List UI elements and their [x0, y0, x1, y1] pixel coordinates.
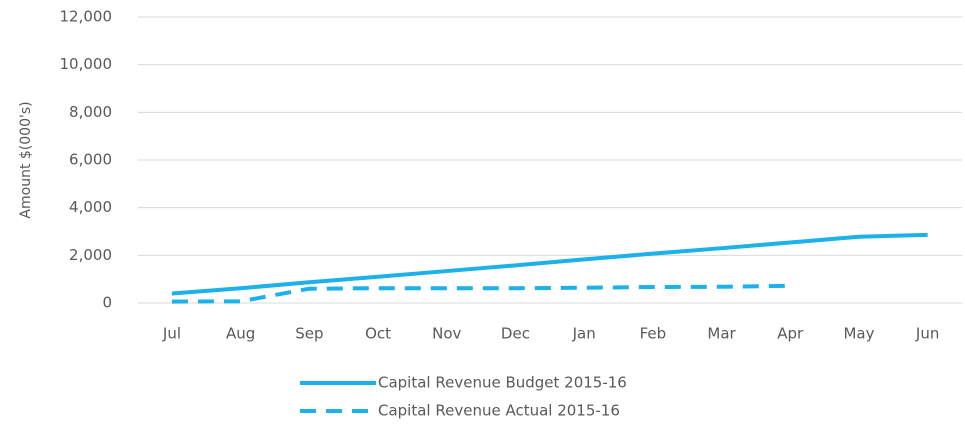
x-tick-label: Apr: [777, 325, 804, 343]
x-tick-label: Jul: [162, 325, 181, 343]
x-tick-label: Aug: [226, 325, 255, 343]
y-tick-label: 0: [102, 294, 112, 312]
legend-label: Capital Revenue Actual 2015-16: [378, 402, 620, 420]
legend-label: Capital Revenue Budget 2015-16: [378, 374, 627, 392]
y-tick-label: 6,000: [69, 151, 112, 169]
y-tick-label: 8,000: [69, 103, 112, 121]
x-tick-label: Jun: [915, 325, 939, 343]
y-tick-label: 10,000: [60, 55, 113, 73]
line-series: [171, 283, 791, 304]
x-tick-label: Sep: [295, 325, 323, 343]
x-tick-label: Nov: [432, 325, 461, 343]
line-series: [171, 232, 928, 296]
y-tick-label: 2,000: [69, 246, 112, 264]
x-tick-label: Mar: [707, 325, 736, 343]
x-tick-label: Dec: [501, 325, 530, 343]
y-tick-label: 4,000: [69, 198, 112, 216]
x-tick-label: Jan: [572, 325, 596, 343]
y-tick-label: 12,000: [60, 8, 113, 26]
x-tick-label: Feb: [640, 325, 667, 343]
y-axis-label: Amount $(000's): [18, 101, 34, 218]
x-tick-label: Oct: [365, 325, 391, 343]
x-tick-label: May: [843, 325, 874, 343]
